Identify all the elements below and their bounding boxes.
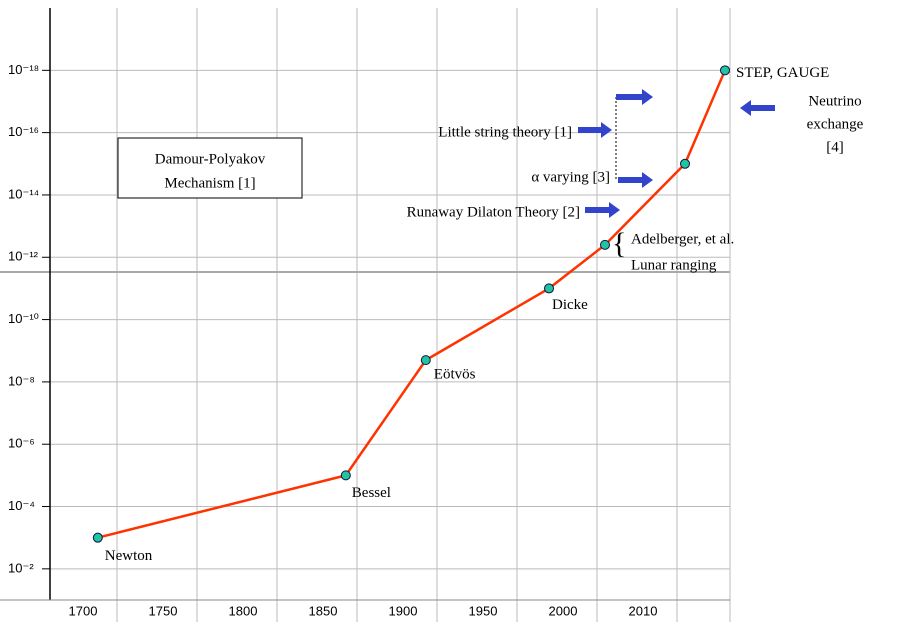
x-tick-label: 2000: [549, 603, 578, 618]
annotation: [4]: [826, 139, 844, 155]
annotation: exchange: [807, 116, 864, 132]
y-tick-label: 10⁻⁸: [8, 373, 35, 388]
arrow: [740, 100, 775, 116]
point-label: Adelberger, et al.: [631, 231, 734, 247]
point-label: STEP, GAUGE: [736, 65, 829, 81]
arrow: [616, 89, 653, 105]
arrow: [578, 122, 612, 138]
point: [92, 532, 103, 543]
annotation: Mechanism [1]: [164, 175, 255, 191]
y-tick-label: 10⁻⁴: [8, 498, 35, 513]
point-label: Bessel: [352, 485, 391, 501]
x-tick-label: 1900: [389, 603, 418, 618]
point-label: Newton: [105, 548, 153, 564]
x-tick-label: 1850: [309, 603, 338, 618]
x-tick-label: 1950: [469, 603, 498, 618]
annotation: Little string theory [1]: [438, 124, 572, 140]
point: [720, 65, 730, 76]
annotation-box: [117, 137, 303, 199]
arrow: [585, 202, 620, 218]
point: [680, 158, 690, 169]
y-tick-label: 10⁻⁶: [8, 436, 35, 451]
point: [340, 470, 351, 481]
y-tick-label: 10⁻²: [8, 560, 34, 575]
y-tick-label: 10⁻¹⁸: [8, 62, 39, 77]
y-tick-label: 10⁻¹⁴: [8, 186, 39, 201]
x-tick-label: 1700: [69, 603, 98, 618]
point-label: Eötvös: [434, 367, 476, 383]
point: [544, 283, 554, 294]
x-tick-label: 1750: [149, 603, 178, 618]
annotation: Runaway Dilaton Theory [2]: [407, 204, 580, 220]
annotation: Neutrino: [808, 93, 861, 109]
y-tick-label: 10⁻¹⁶: [8, 124, 39, 139]
x-tick-label: 2010: [629, 603, 658, 618]
x-tick-label: 1800: [229, 603, 258, 618]
annotation: α varying [3]: [531, 169, 610, 185]
annotation: Damour-Polyakov: [155, 151, 266, 167]
point-label: Dicke: [552, 297, 588, 313]
point: [420, 355, 431, 366]
point-label: Lunar ranging: [631, 257, 717, 273]
y-tick-label: 10⁻¹⁰: [8, 311, 39, 326]
arrows: [578, 89, 775, 218]
arrow: [618, 172, 653, 188]
point: [600, 239, 610, 250]
y-tick-label: 10⁻¹²: [8, 249, 39, 264]
